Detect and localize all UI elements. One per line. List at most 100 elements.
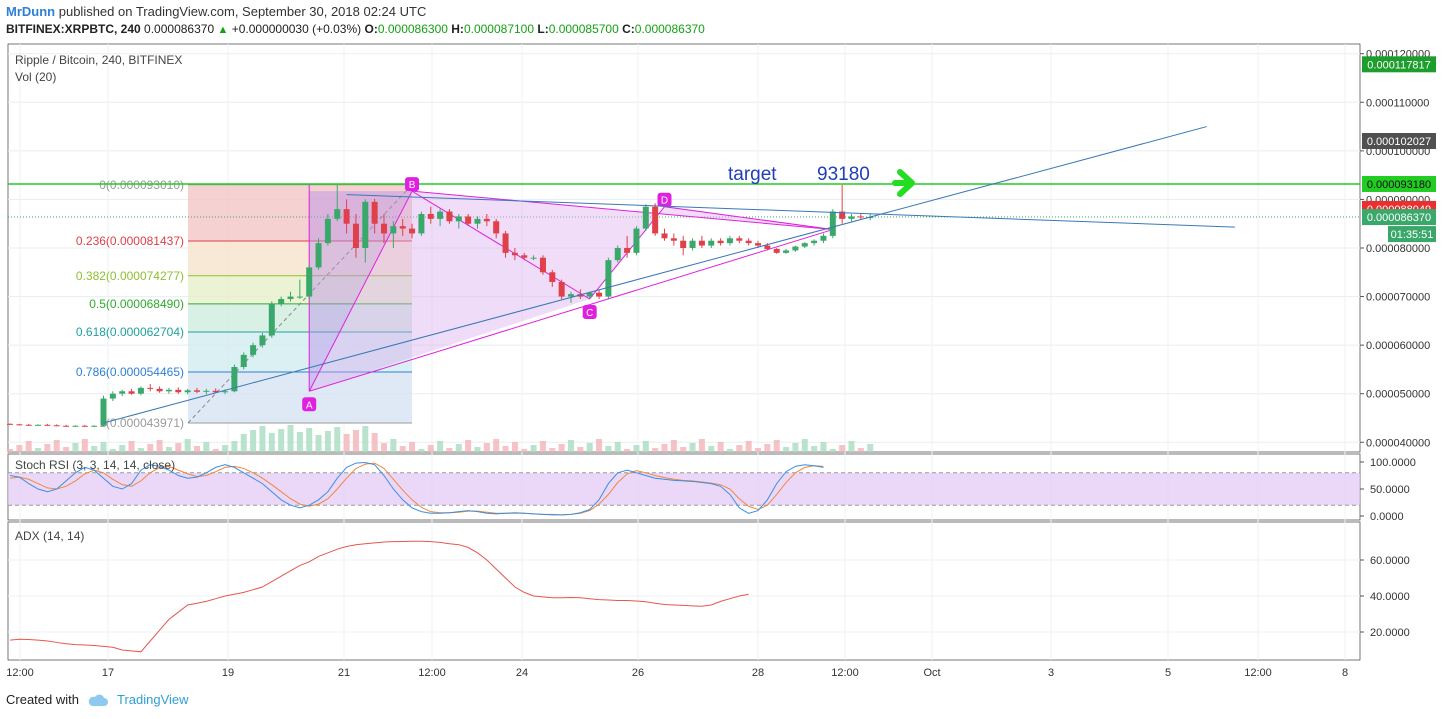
x-tick-label: 19 [222,667,234,679]
volume-bar [287,425,294,452]
x-tick-label: 17 [102,667,114,679]
candle-body [278,299,285,304]
volume-bar [156,440,163,452]
candle-body [418,214,425,234]
volume-bar [296,432,303,452]
volume-bar [726,449,733,452]
candle-body [502,233,509,253]
volume-bar [801,439,808,452]
volume-bar [521,449,528,452]
fib-level-label: 0(0.000093010) [99,178,184,192]
candle-body [708,240,715,246]
volume-bar [764,444,771,452]
candle-body [614,248,621,261]
candle-body [857,216,864,218]
adx-label: ADX (14, 14) [15,529,84,543]
volume-bar [409,442,416,452]
pattern-fill-bcd [412,191,833,299]
volume-bar [652,448,659,452]
candle-body [7,423,13,425]
candle-body [689,240,696,248]
volume-bar [418,449,425,452]
x-tick-label: 21 [338,667,350,679]
symbol: BITFINEX:XRPBTC, 240 [6,22,141,36]
candle-body [100,398,107,426]
symbol-info: BITFINEX:XRPBTC, 240 0.000086370 ▲ +0.00… [6,22,705,36]
volume-bar [848,441,855,452]
volume-bar [7,449,13,452]
volume-bar [568,440,574,452]
pattern-fill-abc [309,191,590,392]
chart-area[interactable]: 0.0001200000.0001100000.0001000000.00009… [0,40,1444,688]
x-tick-label: 24 [516,667,528,679]
volume-bar [324,431,331,452]
up-arrow-icon: ▲ [217,24,229,36]
chart-title: Ripple / Bitcoin, 240, BITFINEX [15,53,182,67]
footer: Created with TradingView [6,692,189,707]
candle-body [465,216,472,224]
countdown: 01:35:51 [1391,229,1434,241]
target-text: target [728,164,777,185]
volume-bar [857,448,864,452]
x-tick-label: 12:00 [418,667,446,679]
x-tick-label: 26 [632,667,644,679]
candle-body [371,201,378,224]
candle-body [399,226,406,229]
volume-bar [35,448,42,452]
volume-bar [165,447,172,452]
volume-bar [222,445,229,452]
candle-body [119,391,126,394]
volume-bar [596,439,603,452]
author-link[interactable]: MrDunn [6,4,56,19]
candle-body [35,424,42,426]
volume-bar [605,446,612,452]
candle-body [811,240,818,244]
volume-bar [399,446,406,452]
candle-body [755,243,761,246]
trend-line-falling [346,194,1235,228]
volume-bar [717,442,724,452]
candle-body [670,238,677,241]
candle-body [437,211,444,219]
pattern-lower-edge [309,229,833,392]
fib-level-label: 0.786(0.000054465) [76,365,184,379]
volume-bar [511,442,518,452]
volume-bar [633,445,640,452]
pattern-point-badge [582,305,597,319]
price-label-bg [1362,175,1436,192]
candle-body [409,228,416,234]
price-label: 0.000093180 [1367,179,1431,191]
price-label-bg [1362,56,1436,73]
candle-body [296,296,303,298]
low-value: 0.000085700 [548,22,619,36]
candle-body [633,228,640,253]
volume-bar [624,449,631,452]
candle-body [390,226,397,234]
candle-body [343,209,350,224]
high-label: H: [451,22,464,36]
pattern-point-badge [657,192,672,207]
volume-bar [371,433,378,452]
right-arrow-icon [892,168,915,197]
volume-bar [259,426,266,452]
fib-level-label: 0.618(0.000062704) [76,325,184,339]
volume-bar [175,443,182,452]
volume-bar [352,430,359,452]
volume-bar [250,430,257,452]
volume-bar [483,443,490,452]
price-change: +0.000000030 (+0.03%) [231,22,362,36]
adx-pane [7,521,1361,661]
volume-bar [755,448,761,452]
volume-bar [390,439,397,452]
candle-body [558,282,565,297]
candle-body [212,390,219,393]
price-label: 0.000102027 [1367,136,1431,148]
y-tick-label: 0.000060000 [1366,340,1430,352]
volume-bar [698,439,705,452]
candle-body [91,425,98,427]
candle-body [147,387,154,389]
candle-body [184,390,191,393]
tradingview-link[interactable]: TradingView [116,692,189,707]
price-label-bg [1362,209,1436,226]
candle-body [16,424,23,426]
